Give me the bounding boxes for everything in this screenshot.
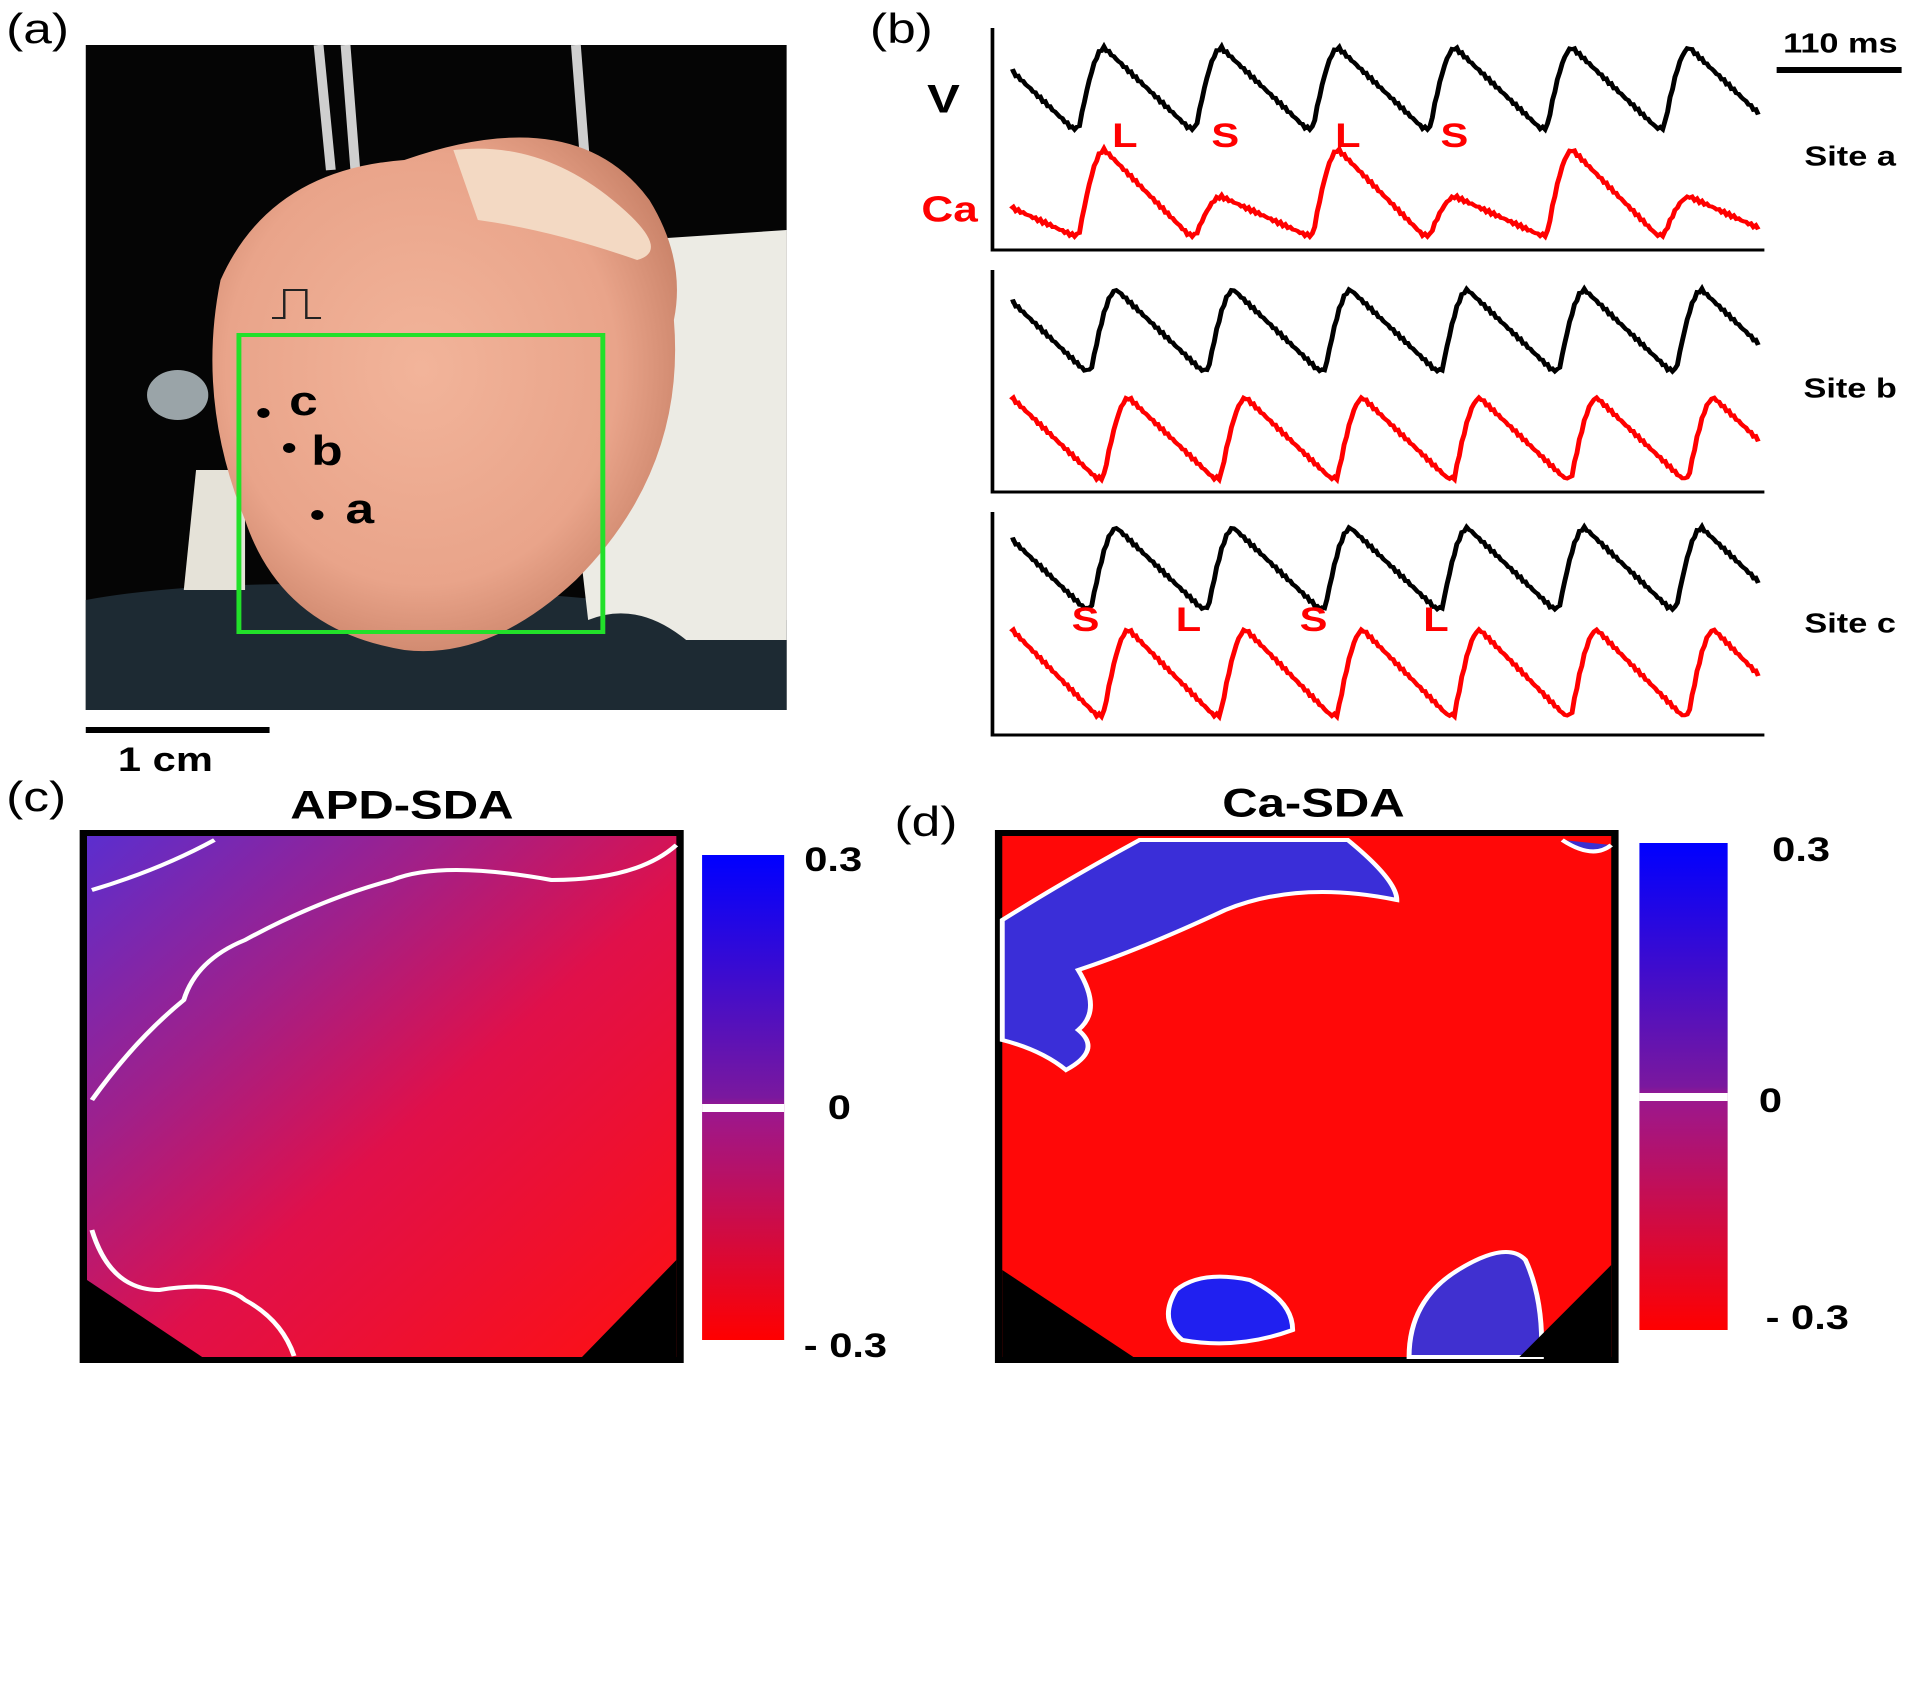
mask — [86, 1280, 203, 1357]
trace-axes — [990, 512, 1765, 737]
heart — [212, 137, 677, 652]
colorbar — [702, 855, 785, 1340]
colorbar-zero — [702, 1104, 785, 1112]
alternans-label: S — [1441, 117, 1469, 155]
scale-bar-label: 1 cm — [118, 741, 213, 779]
trace — [1009, 394, 1761, 485]
panel-label: (b) — [870, 5, 933, 52]
region — [1560, 838, 1613, 854]
colorbar-label: 0 — [828, 1089, 851, 1127]
panel-label: (c) — [6, 773, 66, 820]
trace-axes — [990, 28, 1765, 252]
map-title: Ca-SDA — [1222, 782, 1404, 826]
site-title: Site b — [1803, 372, 1896, 403]
alternans-label: L — [1112, 117, 1137, 155]
alternans-label: S — [1300, 601, 1328, 639]
site-label: a — [346, 485, 376, 532]
alternans-label: L — [1335, 117, 1360, 155]
colorbar-zero — [1639, 1093, 1728, 1101]
site-label: c — [289, 377, 318, 424]
trace — [1009, 626, 1761, 722]
site-dot — [283, 443, 296, 453]
colorbar-label: 0.3 — [1772, 831, 1830, 869]
trace-axes — [990, 270, 1765, 494]
site-dot — [311, 510, 324, 520]
alternans-label: S — [1072, 601, 1100, 639]
mask — [1519, 1265, 1612, 1357]
map-title: APD-SDA — [290, 784, 513, 828]
colorbar-label: 0 — [1759, 1082, 1782, 1120]
mapping-region — [236, 333, 606, 634]
region — [999, 838, 1400, 1073]
panel-label: (d) — [894, 798, 957, 845]
scale-bar-label: 110 ms — [1783, 27, 1897, 58]
stimulus-icon — [272, 289, 322, 319]
site-dot — [257, 408, 270, 418]
region — [1406, 1250, 1545, 1359]
contour — [89, 843, 679, 1102]
cannula — [147, 370, 209, 420]
colorbar-label: 0.3 — [804, 841, 862, 879]
region — [1165, 1274, 1296, 1346]
alternans-label: S — [1211, 117, 1239, 155]
traces: L S L S S L S L — [990, 28, 1765, 737]
mask — [1002, 1270, 1134, 1357]
trace — [1009, 143, 1761, 241]
signal-label: V — [927, 78, 960, 122]
site-title: Site a — [1804, 140, 1896, 171]
trace — [1010, 41, 1761, 134]
mask — [582, 1260, 677, 1357]
trace — [1010, 283, 1761, 375]
site-label: b — [311, 427, 342, 474]
trace — [1010, 521, 1761, 613]
signal-label: Ca — [921, 189, 978, 229]
atria — [453, 148, 651, 260]
alternans-label: L — [1423, 601, 1448, 639]
panel-label: (a) — [6, 5, 69, 52]
holder-left — [183, 470, 246, 590]
alternans-label: L — [1176, 601, 1201, 639]
colorbar-label: - 0.3 — [1766, 1299, 1849, 1337]
contour — [89, 1229, 297, 1357]
apd-map — [79, 830, 684, 1363]
contour — [91, 838, 216, 892]
colorbar — [1639, 843, 1728, 1330]
colorbar-label: - 0.3 — [804, 1327, 887, 1365]
site-title: Site c — [1804, 607, 1895, 638]
